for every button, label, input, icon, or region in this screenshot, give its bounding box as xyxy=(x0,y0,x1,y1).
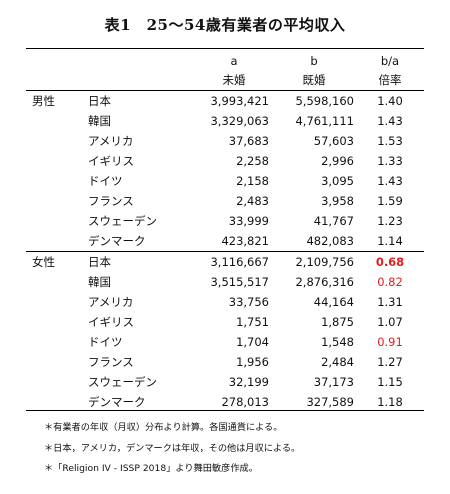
married-value-cell: 5,598,160 xyxy=(295,94,354,108)
unmarried-value-cell: 32,199 xyxy=(228,375,269,389)
married-value-cell: 2,996 xyxy=(321,154,354,168)
column-a-header: 未婚 xyxy=(222,73,246,87)
ratio-cell: 1.18 xyxy=(377,395,403,409)
table-row: イギリス 2,258 2,996 1.33 xyxy=(0,151,450,171)
footnote: ＊「Religion IV - ISSP 2018」より舞田敏彦作成。 xyxy=(44,463,258,474)
column-b-header: 既婚 xyxy=(302,73,326,87)
married-value-cell: 3,095 xyxy=(321,174,354,188)
table-row: 韓国 3,329,063 4,761,111 1.43 xyxy=(0,111,450,131)
unmarried-value-cell: 3,993,421 xyxy=(210,94,269,108)
ratio-cell: 1.07 xyxy=(377,315,403,329)
country-cell: スウェーデン xyxy=(88,375,157,389)
ratio-cell: 1.53 xyxy=(377,134,403,148)
footnote: ＊有業者の年収（月収）分布より計算。各国通貨による。 xyxy=(44,422,283,433)
ratio-cell: 1.43 xyxy=(377,114,403,128)
country-cell: イギリス xyxy=(88,154,134,168)
column-a-label: a xyxy=(230,54,238,68)
unmarried-value-cell: 2,258 xyxy=(236,154,269,168)
country-cell: デンマーク xyxy=(88,234,146,248)
table-row: 韓国 3,515,517 2,876,316 0.82 xyxy=(0,272,450,292)
married-value-cell: 44,164 xyxy=(313,295,354,309)
ratio-cell: 1.27 xyxy=(377,355,403,369)
column-b-label: b xyxy=(310,54,318,68)
country-cell: フランス xyxy=(88,194,134,208)
unmarried-value-cell: 1,704 xyxy=(236,335,269,349)
unmarried-value-cell: 3,116,667 xyxy=(210,255,269,269)
married-value-cell: 3,958 xyxy=(321,194,354,208)
country-cell: スウェーデン xyxy=(88,214,157,228)
married-value-cell: 2,109,756 xyxy=(295,255,354,269)
married-value-cell: 37,173 xyxy=(313,375,354,389)
country-cell: ドイツ xyxy=(88,174,123,188)
unmarried-value-cell: 423,821 xyxy=(221,234,269,248)
ratio-cell: 1.33 xyxy=(377,154,403,168)
country-cell: 日本 xyxy=(88,94,111,108)
ratio-cell: 1.31 xyxy=(377,295,403,309)
country-cell: ドイツ xyxy=(88,335,123,349)
column-ratio-label: b/a xyxy=(380,54,400,68)
married-value-cell: 1,548 xyxy=(321,335,354,349)
table-row: 男性 日本 3,993,421 5,598,160 1.40 xyxy=(0,91,450,111)
unmarried-value-cell: 2,483 xyxy=(236,194,269,208)
table-row: デンマーク 278,013 327,589 1.18 xyxy=(0,392,450,412)
table-row: デンマーク 423,821 482,083 1.14 xyxy=(0,231,450,251)
footnotes: ＊有業者の年収（月収）分布より計算。各国通貨による。 ＊日本，アメリカ，デンマー… xyxy=(44,418,300,480)
table-row: スウェーデン 33,999 41,767 1.23 xyxy=(0,211,450,231)
group-separator-rule xyxy=(26,251,424,252)
ratio-cell: 1.14 xyxy=(377,234,403,248)
table-row: 女性 日本 3,116,667 2,109,756 0.68 xyxy=(0,252,450,272)
table-row: ドイツ 2,158 3,095 1.43 xyxy=(0,171,450,191)
married-value-cell: 2,876,316 xyxy=(295,275,354,289)
country-cell: デンマーク xyxy=(88,395,146,409)
country-cell: アメリカ xyxy=(88,295,134,309)
married-value-cell: 482,083 xyxy=(306,234,354,248)
top-rule xyxy=(26,48,424,49)
table-row: アメリカ 37,683 57,603 1.53 xyxy=(0,131,450,151)
married-value-cell: 57,603 xyxy=(313,134,354,148)
table-row: フランス 1,956 2,484 1.27 xyxy=(0,352,450,372)
header-rule xyxy=(26,90,424,91)
ratio-cell: 1.15 xyxy=(377,375,403,389)
table-row: ドイツ 1,704 1,548 0.91 xyxy=(0,332,450,352)
ratio-cell: 1.59 xyxy=(377,194,403,208)
gender-cell: 男性 xyxy=(32,94,55,108)
married-value-cell: 4,761,111 xyxy=(295,114,354,128)
table-row: アメリカ 33,756 44,164 1.31 xyxy=(0,292,450,312)
unmarried-value-cell: 3,329,063 xyxy=(210,114,269,128)
unmarried-value-cell: 278,013 xyxy=(221,395,269,409)
ratio-cell: 0.82 xyxy=(377,275,403,289)
ratio-cell: 0.91 xyxy=(377,335,403,349)
country-cell: イギリス xyxy=(88,315,134,329)
footnote: ＊日本，アメリカ，デンマークは年収，その他は月収による。 xyxy=(44,442,301,454)
married-value-cell: 41,767 xyxy=(313,214,354,228)
ratio-cell: 1.40 xyxy=(377,94,403,108)
unmarried-value-cell: 1,751 xyxy=(236,315,269,329)
unmarried-value-cell: 1,956 xyxy=(236,355,269,369)
married-value-cell: 1,875 xyxy=(321,315,354,329)
table-row: フランス 2,483 3,958 1.59 xyxy=(0,191,450,211)
column-ratio-header: 倍率 xyxy=(378,73,402,87)
country-cell: フランス xyxy=(88,355,134,369)
unmarried-value-cell: 37,683 xyxy=(228,134,269,148)
unmarried-value-cell: 33,756 xyxy=(228,295,269,309)
ratio-cell: 1.23 xyxy=(377,214,403,228)
table-row: スウェーデン 32,199 37,173 1.15 xyxy=(0,372,450,392)
married-value-cell: 2,484 xyxy=(321,355,354,369)
bottom-rule xyxy=(26,410,424,411)
unmarried-value-cell: 2,158 xyxy=(236,174,269,188)
country-cell: 韓国 xyxy=(88,275,111,289)
table-title: 表1 25～54歳有業者の平均収入 xyxy=(104,16,346,34)
ratio-cell: 1.43 xyxy=(377,174,403,188)
country-cell: アメリカ xyxy=(88,134,134,148)
unmarried-value-cell: 3,515,517 xyxy=(210,275,269,289)
ratio-cell: 0.68 xyxy=(375,255,405,269)
table-row: イギリス 1,751 1,875 1.07 xyxy=(0,312,450,332)
country-cell: 日本 xyxy=(88,255,111,269)
gender-cell: 女性 xyxy=(32,255,55,269)
country-cell: 韓国 xyxy=(88,114,111,128)
unmarried-value-cell: 33,999 xyxy=(228,214,269,228)
married-value-cell: 327,589 xyxy=(306,395,354,409)
